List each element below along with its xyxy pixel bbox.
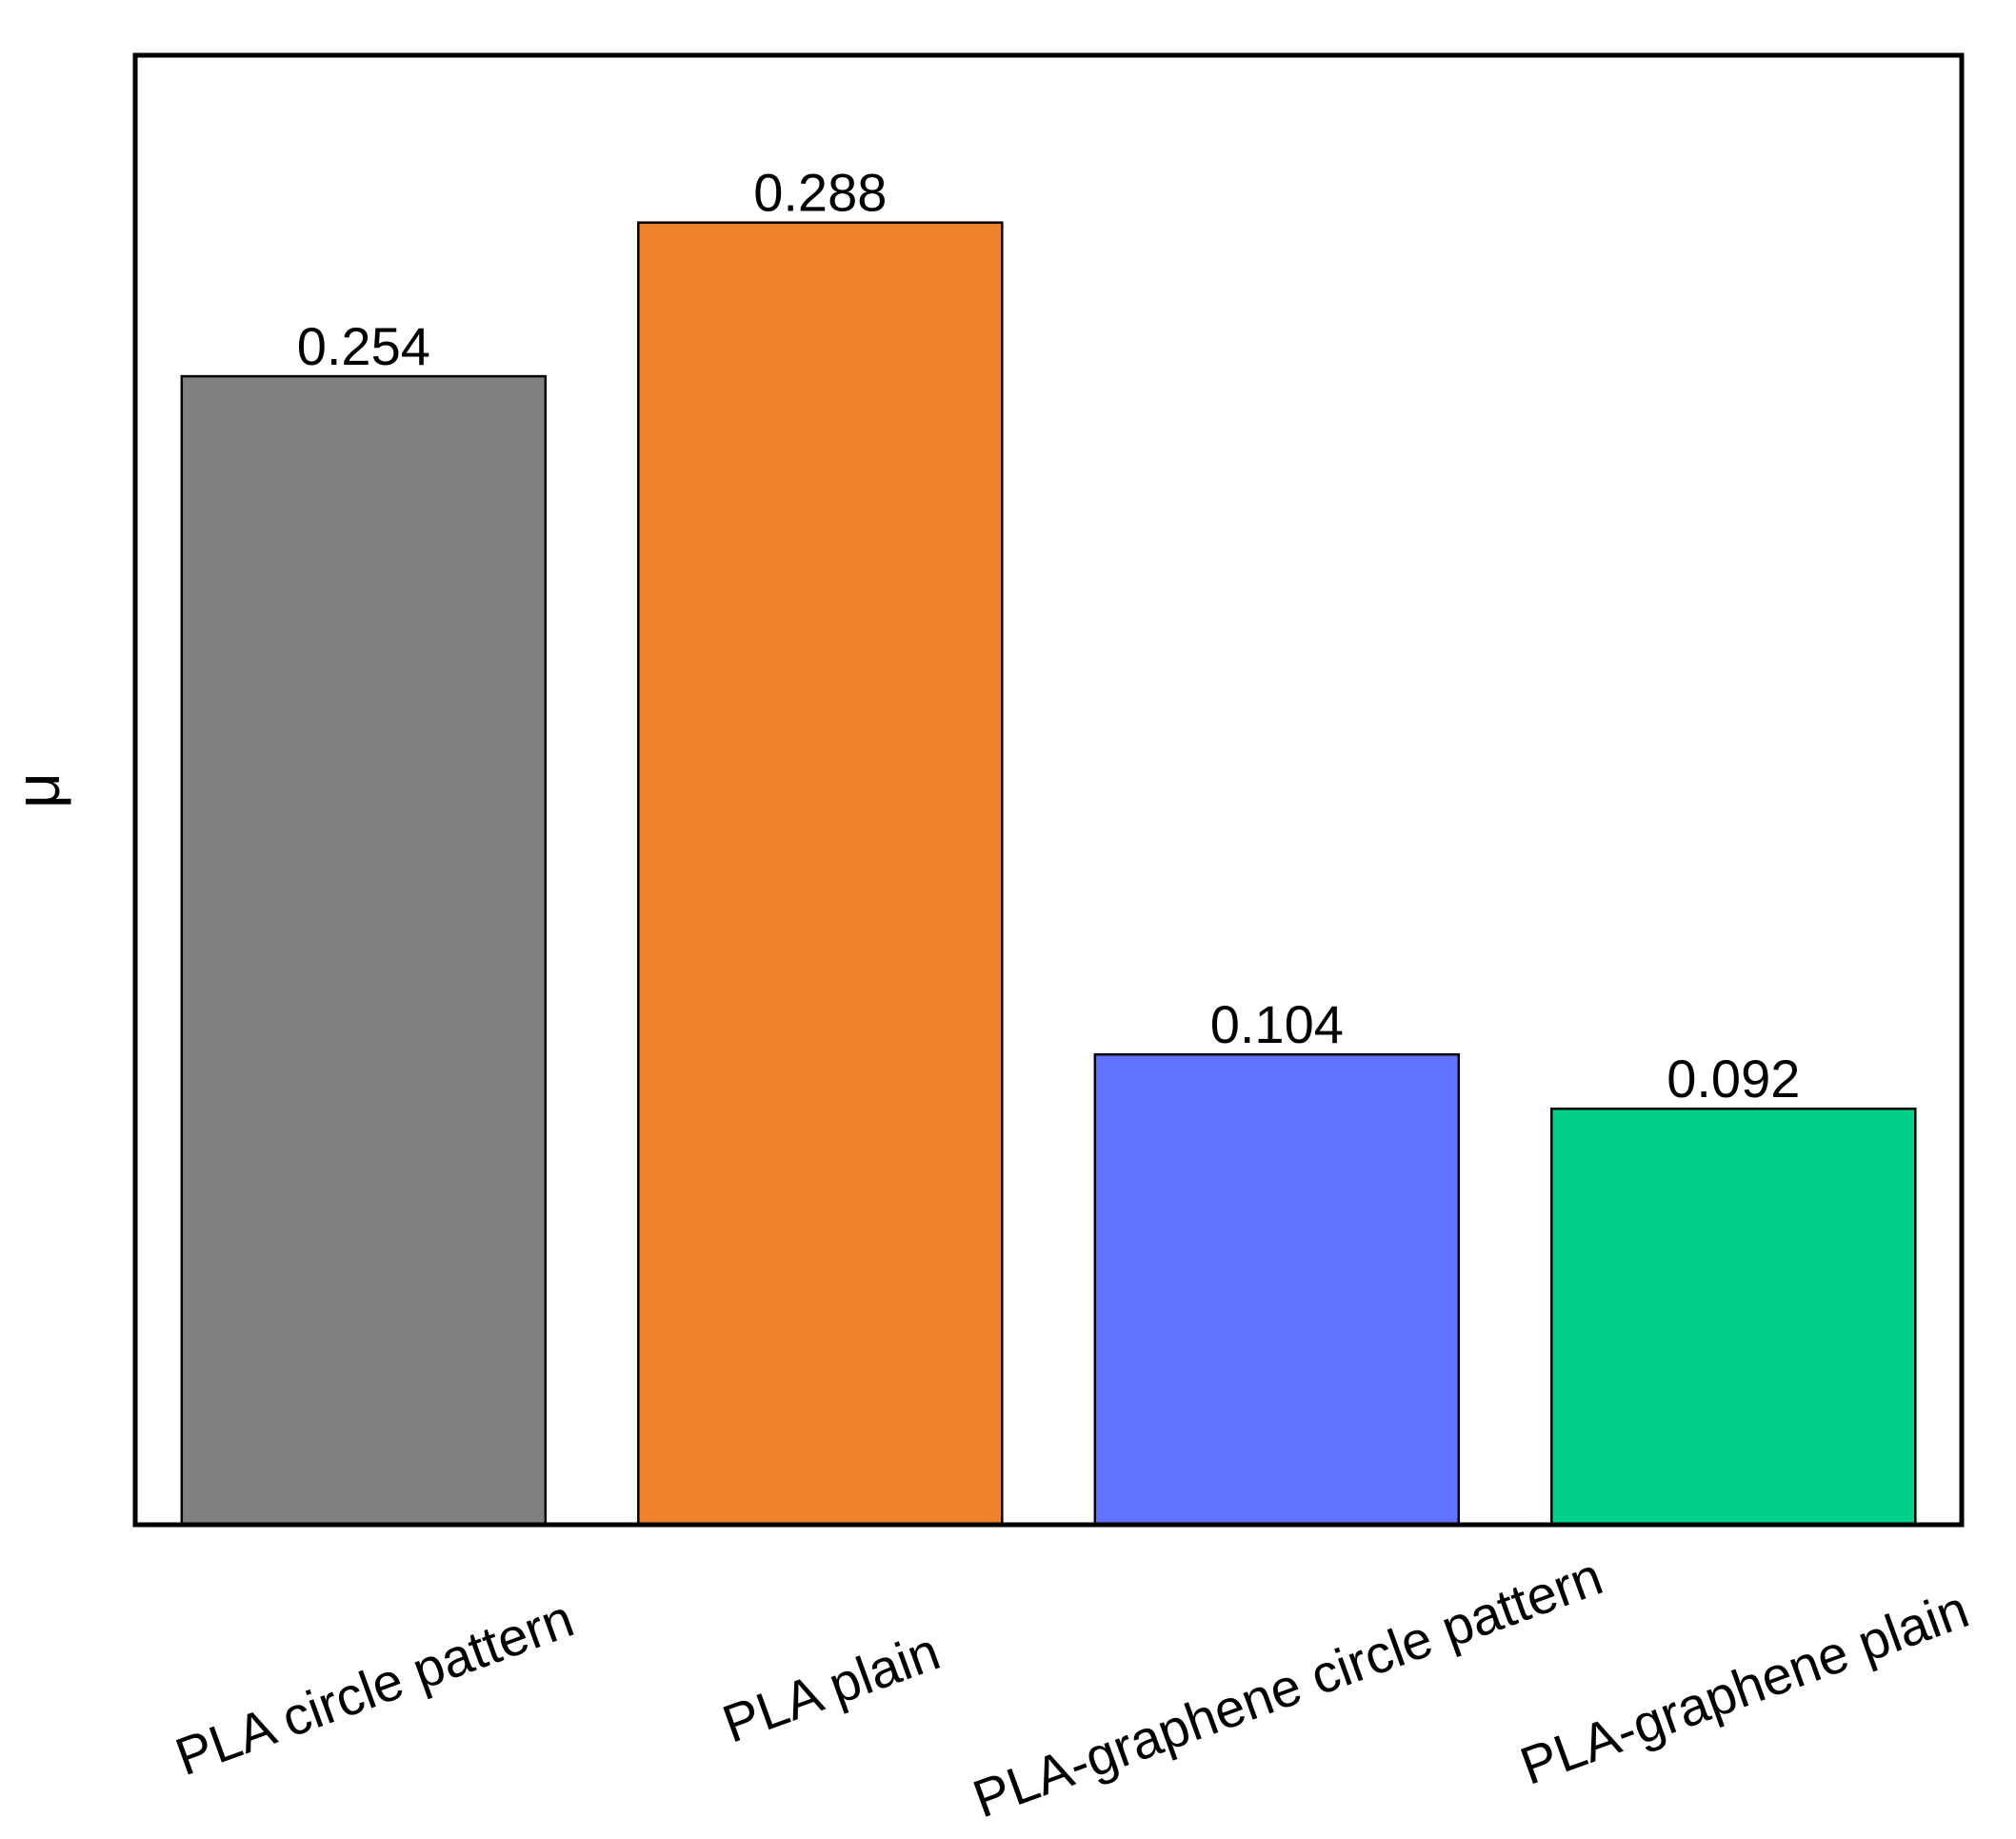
x-tick-label-1: PLA plain — [715, 1621, 948, 1754]
value-label-1: 0.288 — [753, 163, 887, 223]
x-tick-label-2: PLA-graphene circle pattern — [966, 1546, 1610, 1829]
value-labels-layer: 0.254 0.288 0.104 0.092 — [297, 163, 1801, 1109]
x-tick-label-0: PLA circle pattern — [168, 1588, 581, 1787]
bars-layer — [180, 221, 1917, 1527]
bar-3 — [1550, 1107, 1917, 1527]
value-label-3: 0.092 — [1667, 1049, 1800, 1109]
plot-frame — [132, 52, 1965, 1528]
bar-1 — [637, 221, 1004, 1527]
y-axis-label: μ — [2, 772, 72, 809]
x-tick-labels-layer: PLA circle pattern PLA plain PLA-graphene … — [168, 1546, 1976, 1829]
value-label-0: 0.254 — [297, 316, 430, 376]
bar-2 — [1093, 1052, 1461, 1527]
value-label-2: 0.104 — [1210, 994, 1344, 1054]
bar-0 — [180, 374, 548, 1527]
